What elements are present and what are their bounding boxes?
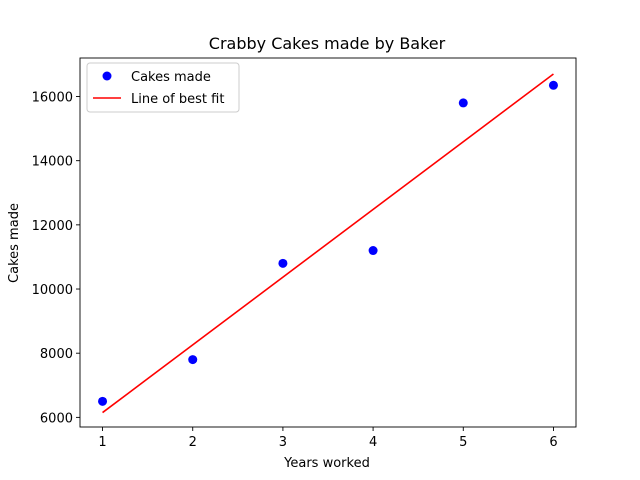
plot-area [79,57,577,428]
x-axis-label: Years worked [283,456,370,471]
y-tick-label: 8000 [40,347,73,362]
data-point [188,355,198,365]
legend-box [86,62,240,113]
x-tick-label: 3 [279,435,287,450]
y-tick-label: 10000 [32,283,73,298]
y-tick-label: 16000 [32,91,73,106]
data-point [368,246,378,256]
x-tick-label: 2 [189,435,197,450]
chart-title: Crabby Cakes made by Baker [209,34,446,53]
legend-label: Line of best fit [131,92,224,107]
legend: Cakes made Line of best fit [86,62,240,113]
data-point [98,396,108,406]
data-point [458,98,468,108]
x-tick-label: 6 [549,435,557,450]
best-fit-line [102,73,554,414]
data-point [548,80,558,90]
x-axis: 1 2 3 4 5 6 [98,427,558,450]
legend-marker-swatch [102,71,112,81]
x-tick-label: 5 [459,435,467,450]
x-tick-label: 4 [369,435,377,450]
y-tick-label: 14000 [32,155,73,170]
y-tick-label: 6000 [40,411,73,426]
y-tick-label: 12000 [32,219,73,234]
y-axis: 6000 8000 10000 12000 14000 16000 [32,91,80,426]
data-point [278,258,288,268]
x-tick-label: 1 [98,435,106,450]
legend-label: Cakes made [131,70,211,85]
axes-frame [79,57,577,428]
y-axis-label: Cakes made [7,203,22,283]
